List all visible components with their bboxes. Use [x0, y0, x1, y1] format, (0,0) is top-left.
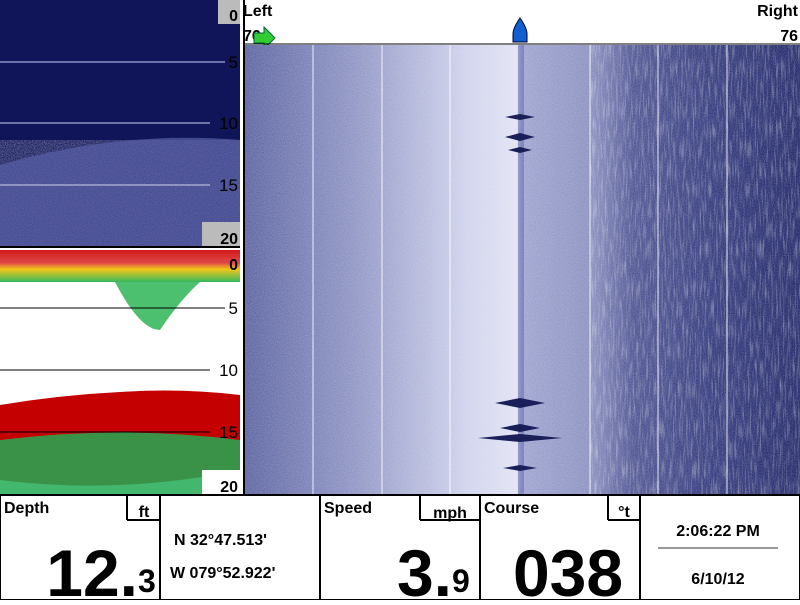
scale-label: 0 [229, 257, 238, 274]
center-column [518, 45, 524, 495]
scale-label: 5 [229, 53, 238, 72]
scale-label: 15 [219, 176, 238, 195]
course-label: Course [484, 500, 539, 517]
status-dividers [126, 495, 641, 600]
course-value: 038 [513, 536, 623, 600]
scale-label: 20 [220, 479, 238, 496]
down-view-scale: 0 5 10 15 20 [0, 0, 240, 248]
bottom-return-weak [0, 432, 240, 495]
side-image-structure [590, 45, 800, 495]
scale-box [202, 470, 240, 495]
side-right-label: Right [757, 3, 799, 20]
speed-value: 3. [397, 536, 452, 600]
boat-icon [512, 17, 528, 43]
date: 6/10/12 [691, 571, 744, 588]
longitude: W 079°52.922' [170, 565, 275, 582]
scale-label: 10 [219, 361, 238, 380]
side-left-label: Left [243, 3, 273, 20]
side-right-range: 76 [780, 28, 798, 45]
depth-unit: ft [139, 504, 150, 521]
scale-label: 15 [219, 423, 238, 442]
time: 2:06:22 PM [676, 523, 760, 540]
scale-box [218, 0, 240, 24]
scale-label: 0 [229, 8, 238, 25]
depth-label: Depth [4, 500, 49, 517]
fish-arch [115, 282, 200, 330]
speed-unit: mph [433, 505, 467, 522]
depth-fraction: 3 [138, 563, 156, 599]
range-lines [312, 45, 728, 495]
depth-value: 12. [46, 536, 138, 600]
scale-label: 5 [229, 299, 238, 318]
speed-fraction: 9 [452, 563, 470, 599]
scale-box [202, 222, 240, 246]
scale-label: 10 [219, 114, 238, 133]
latitude: N 32°47.513' [174, 532, 267, 549]
course-unit: °t [618, 504, 630, 521]
surface-clutter [0, 250, 240, 282]
sonar-2d-scale: 0 5 10 15 20 [0, 257, 240, 496]
fish-returns [478, 114, 562, 471]
speed-label: Speed [324, 500, 372, 517]
scale-label: 20 [220, 231, 238, 248]
down-view-bottom-return [0, 137, 240, 246]
